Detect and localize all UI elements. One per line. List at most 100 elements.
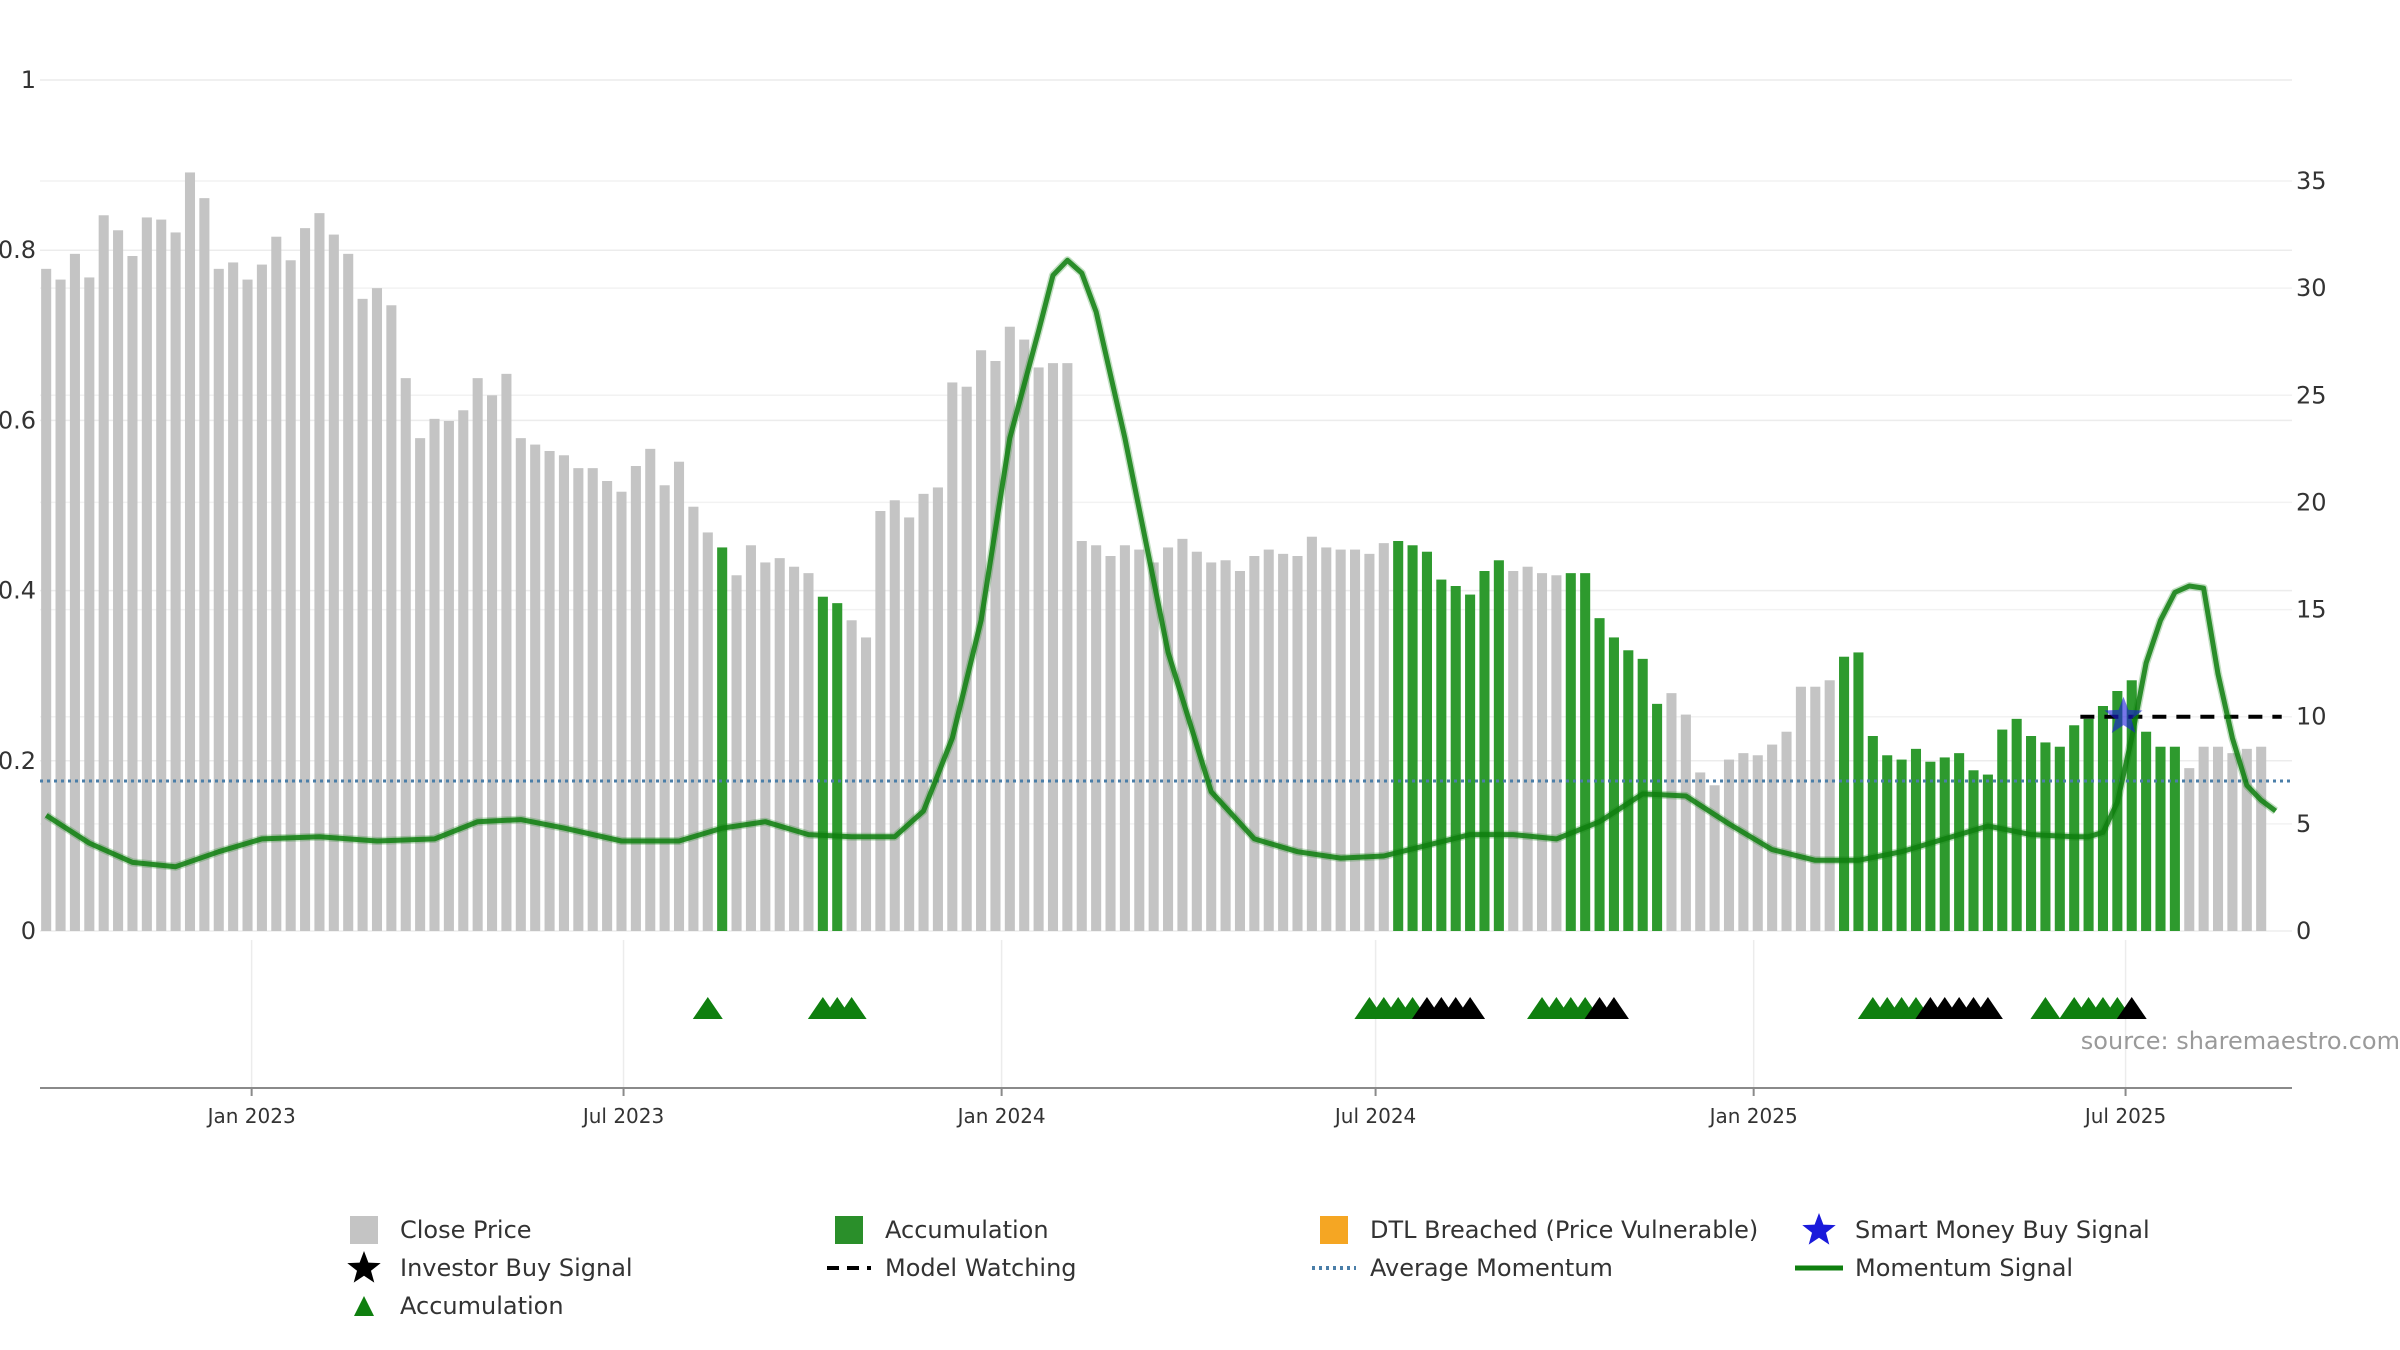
price-bar <box>1076 541 1087 931</box>
accumulation-bar <box>1623 650 1634 931</box>
legend-label: Close Price <box>400 1216 532 1244</box>
price-bar <box>1004 326 1015 931</box>
price-bar <box>1206 562 1217 931</box>
price-bar <box>1177 538 1188 931</box>
accumulation-triangle <box>2030 997 2061 1019</box>
accumulation-bar <box>2141 731 2152 931</box>
price-bar <box>904 517 915 931</box>
blue-star-icon <box>1795 1212 1843 1248</box>
price-bar <box>774 558 785 931</box>
price-bar <box>789 566 800 931</box>
price-bar <box>1551 575 1562 931</box>
accumulation-bar <box>817 596 828 931</box>
price-bar <box>558 455 569 931</box>
price-bar <box>1033 367 1044 931</box>
green-line-icon <box>1795 1250 1843 1286</box>
accumulation-bar <box>2069 725 2080 931</box>
price-bar <box>213 268 224 931</box>
accumulation-bar <box>1982 774 1993 931</box>
price-bar <box>472 378 483 932</box>
price-bar <box>170 232 181 931</box>
chart-legend: Close Price Accumulation DTL Breached (P… <box>320 1212 2220 1332</box>
price-bar <box>371 288 383 932</box>
price-bar <box>1723 759 1735 931</box>
price-bar <box>1019 339 1030 932</box>
price-bar <box>990 361 1001 931</box>
price-bar <box>2212 746 2224 931</box>
price-bars <box>41 172 2267 932</box>
price-bar <box>2227 753 2238 931</box>
price-bar <box>1695 772 1706 931</box>
accumulation-bar <box>717 547 728 931</box>
accumulation-bar <box>1968 770 1979 931</box>
left-axis-tick: 1 <box>21 66 36 94</box>
left-axis-tick: 0 <box>21 917 36 945</box>
price-bar <box>1148 562 1159 931</box>
accumulation-bar <box>1910 748 1922 931</box>
price-bar <box>1062 363 1073 932</box>
legend-label: Momentum Signal <box>1855 1254 2074 1282</box>
price-bar <box>55 279 66 932</box>
dashed-line-icon <box>825 1250 873 1286</box>
accumulation-bar <box>1393 541 1404 931</box>
price-bar <box>2256 746 2267 931</box>
price-bar <box>602 481 613 931</box>
price-bar <box>688 506 699 931</box>
accumulation-bar <box>1565 573 1576 931</box>
price-bar <box>1536 573 1548 931</box>
price-bar <box>1810 686 1821 931</box>
price-bar <box>1234 571 1246 931</box>
accumulation-bar <box>1421 551 1432 931</box>
price-bar <box>645 448 656 931</box>
price-bar <box>515 438 526 931</box>
price-bar <box>1321 547 1332 931</box>
price-bar <box>947 382 958 931</box>
price-bar <box>127 256 138 931</box>
price-bar <box>961 386 972 931</box>
accumulation-bar <box>1896 759 1907 931</box>
accumulation-bar <box>1939 757 1950 931</box>
investor-buy-triangle <box>1972 997 2003 1019</box>
price-bar <box>1378 543 1389 931</box>
price-bar <box>1263 549 1274 931</box>
black-star-icon <box>340 1250 388 1286</box>
price-bar <box>314 213 325 932</box>
price-bar <box>760 562 771 931</box>
price-bar <box>1508 571 1519 931</box>
price-bar <box>1249 556 1260 931</box>
x-axis-tick-label: Jan 2024 <box>956 1104 1046 1128</box>
price-bar <box>1335 549 1346 931</box>
source-label: source: sharemaestro.com <box>2081 1027 2400 1055</box>
legend-label: Smart Money Buy Signal <box>1855 1216 2150 1244</box>
x-axis-tick-label: Jul 2024 <box>1333 1104 1416 1128</box>
price-bar <box>630 466 641 931</box>
accumulation-bar <box>2169 746 2180 931</box>
right-axis-tick: 35 <box>2296 167 2327 195</box>
signal-markers <box>692 696 2147 1019</box>
price-bar <box>98 215 109 932</box>
accumulation-triangle <box>836 997 867 1019</box>
accumulation-bar <box>1882 755 1893 931</box>
accumulation-bar <box>2155 746 2166 931</box>
price-bar <box>343 253 354 931</box>
right-axis-tick: 15 <box>2296 596 2327 624</box>
price-bar <box>1220 560 1231 931</box>
price-bar <box>1047 363 1059 932</box>
right-axis-tick: 10 <box>2296 703 2327 731</box>
price-bar <box>1666 693 1677 931</box>
right-axis-tick: 25 <box>2296 381 2327 409</box>
price-bar <box>443 421 454 931</box>
accumulation-bar <box>2126 680 2137 931</box>
smart-money-buy-star <box>2104 696 2143 733</box>
accumulation-bar <box>2011 718 2022 931</box>
price-bar <box>1091 545 1102 931</box>
price-bar <box>2184 768 2195 931</box>
accumulation-bar <box>1867 736 1878 931</box>
legend-investor-buy: Investor Buy Signal <box>340 1250 633 1286</box>
legend-label: Accumulation <box>885 1216 1049 1244</box>
green-triangle-icon <box>340 1288 388 1324</box>
legend-accumulation-marker: Accumulation <box>340 1288 564 1324</box>
price-bar <box>673 461 685 931</box>
price-bar <box>803 573 814 931</box>
price-bar <box>889 500 900 931</box>
